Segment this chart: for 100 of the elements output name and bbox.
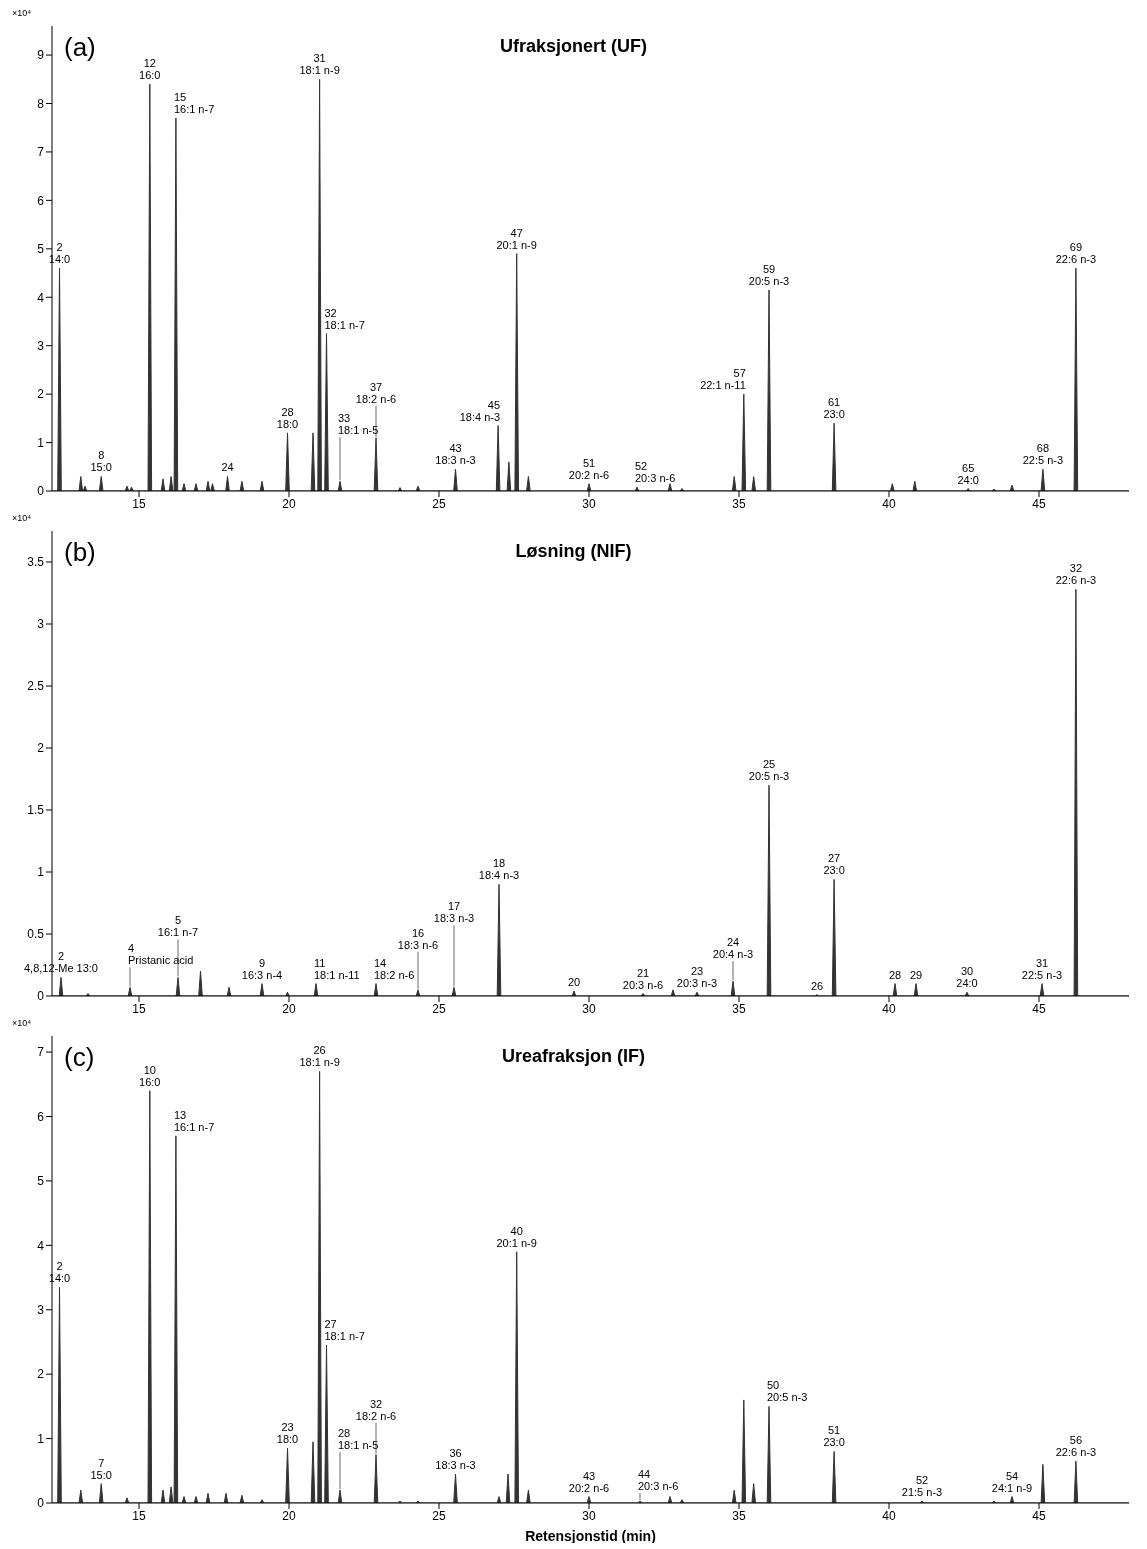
annotation: 24 — [221, 461, 234, 474]
x-tick-label: 20 — [282, 496, 296, 511]
annotation: 24 20:4 n-3 — [712, 936, 754, 961]
y-tick-label: 0 — [37, 989, 45, 1004]
annotation: 31 22:5 n-3 — [1021, 956, 1063, 981]
x-tick-label: 15 — [132, 1001, 146, 1016]
x-tick-label: 25 — [432, 1508, 446, 1523]
annotation: 27 23:0 — [823, 852, 845, 877]
annotation: 29 — [909, 968, 923, 981]
x-tick-label: 45 — [1032, 1508, 1046, 1523]
annotation: 7 15:0 — [90, 1456, 112, 1481]
y-tick-label: 1 — [37, 1431, 45, 1446]
annotation: 11 18:1 n-11 — [314, 956, 360, 981]
annotation: (c) — [64, 1042, 95, 1073]
annotation: 32 18:1 n-7 — [324, 306, 365, 331]
annotation: 27 18:1 n-7 — [324, 1318, 365, 1343]
annotation: 23 20:3 n-3 — [676, 965, 718, 990]
text: Ufraksjonert (UF) — [499, 36, 647, 56]
y-axis-title: ×10⁴ — [12, 1018, 32, 1028]
annotation: 13 16:1 n-7 — [173, 1108, 215, 1133]
y-tick-label: 0 — [37, 1496, 45, 1511]
annotation: 61 23:0 — [823, 396, 845, 421]
x-tick-label: 40 — [882, 496, 896, 511]
x-tick-label: 35 — [732, 496, 746, 511]
x-tick-label: 40 — [882, 1508, 896, 1523]
annotation: 36 18:3 n-3 — [435, 1447, 476, 1472]
annotation: 32 18:2 n-6 — [355, 1397, 397, 1422]
y-tick-label: 4 — [37, 1238, 45, 1253]
annotation: 31 18:1 n-9 — [299, 52, 340, 77]
y-tick-label: 2 — [37, 741, 45, 756]
annotation: 14 18:2 n-6 — [374, 956, 415, 981]
annotation: 40 20:1 n-9 — [496, 1224, 537, 1249]
annotation: 52 21:5 n-3 — [901, 1474, 943, 1499]
y-tick-label: 0.5 — [27, 927, 45, 942]
x-tick-label: 40 — [882, 1001, 896, 1016]
x-tick-label: 30 — [582, 1001, 596, 1016]
annotation: 2 14:0 — [48, 241, 71, 266]
annotation: 2 4,8,12-Me 13:0 — [24, 950, 98, 975]
annotation: 26 — [810, 979, 824, 992]
annotation: 28 — [888, 968, 902, 981]
annotation: 52 20:3 n-6 — [635, 460, 676, 485]
annotation: 68 22:5 n-3 — [1022, 442, 1064, 467]
annotation: 5 16:1 n-7 — [157, 914, 199, 939]
x-tick-label: 45 — [1032, 1001, 1046, 1016]
annotation: 10 16:0 — [139, 1063, 161, 1088]
annotation: 44 20:3 n-6 — [638, 1468, 679, 1493]
annotation: 43 20:2 n-6 — [568, 1469, 610, 1494]
annotation: 12 16:0 — [139, 57, 161, 82]
annotation: (a) — [64, 32, 96, 63]
annotation: 65 24:0 — [957, 461, 979, 486]
y-tick-label: 2 — [37, 1367, 45, 1382]
annotation: 8 15:0 — [90, 449, 112, 474]
y-tick-label: 6 — [37, 1109, 45, 1124]
y-tick-label: 2.5 — [27, 679, 45, 694]
y-tick-label: 7 — [37, 1045, 45, 1060]
y-tick-label: 3.5 — [27, 555, 45, 570]
y-axis-title: ×10⁴ — [12, 8, 32, 18]
y-tick-label: 8 — [37, 96, 45, 111]
annotation: 50 20:5 n-3 — [767, 1379, 808, 1404]
y-axis-title: ×10⁴ — [12, 513, 32, 523]
annotation: 18 18:4 n-3 — [478, 857, 520, 882]
y-tick-label: 3 — [37, 617, 45, 632]
x-tick-label: 20 — [282, 1001, 296, 1016]
text: Ureafraksjon (IF) — [501, 1046, 646, 1066]
annotation: 56 22:6 n-3 — [1055, 1434, 1097, 1459]
annotation: 32 22:6 n-3 — [1055, 562, 1097, 587]
annotation: 54 24:1 n-9 — [991, 1469, 1033, 1494]
annotation: 21 20:3 n-6 — [622, 966, 664, 991]
annotation: 20 — [567, 976, 581, 989]
annotation: 26 18:1 n-9 — [299, 1044, 340, 1069]
y-tick-label: 1 — [37, 435, 45, 450]
annotation: 45 18:4 n-3 — [459, 398, 501, 423]
annotation: 16 18:3 n-6 — [397, 926, 439, 951]
y-tick-label: 2 — [37, 387, 45, 402]
annotation: 30 24:0 — [956, 965, 978, 990]
x-tick-label: 30 — [582, 496, 596, 511]
x-tick-label: 20 — [282, 1508, 296, 1523]
y-tick-label: 4 — [37, 290, 45, 305]
y-tick-label: 3 — [37, 1303, 45, 1318]
y-tick-label: 1.5 — [27, 803, 45, 818]
y-tick-label: 5 — [37, 1174, 45, 1189]
x-tick-label: 30 — [582, 1508, 596, 1523]
x-tick-label: 25 — [432, 496, 446, 511]
annotation: 51 20:2 n-6 — [568, 456, 610, 481]
annotation: 23 18:0 — [276, 1421, 299, 1446]
x-tick-label: 35 — [732, 1001, 746, 1016]
annotation: (b) — [64, 537, 96, 568]
annotation: 51 23:0 — [823, 1424, 845, 1449]
annotation: 57 22:1 n-11 — [700, 367, 746, 392]
y-tick-label: 1 — [37, 865, 45, 880]
x-axis-title: Retensjonstid (min) — [525, 1528, 656, 1544]
x-tick-label: 25 — [432, 1001, 446, 1016]
x-tick-label: 15 — [132, 496, 146, 511]
annotation: 43 18:3 n-3 — [435, 442, 476, 467]
annotation: 69 22:6 n-3 — [1055, 241, 1097, 266]
annotation: 28 18:1 n-5 — [338, 1427, 379, 1452]
annotation: 9 16:3 n-4 — [241, 956, 283, 981]
annotation: 47 20:1 n-9 — [496, 226, 537, 251]
x-tick-label: 35 — [732, 1508, 746, 1523]
y-tick-label: 3 — [37, 338, 45, 353]
